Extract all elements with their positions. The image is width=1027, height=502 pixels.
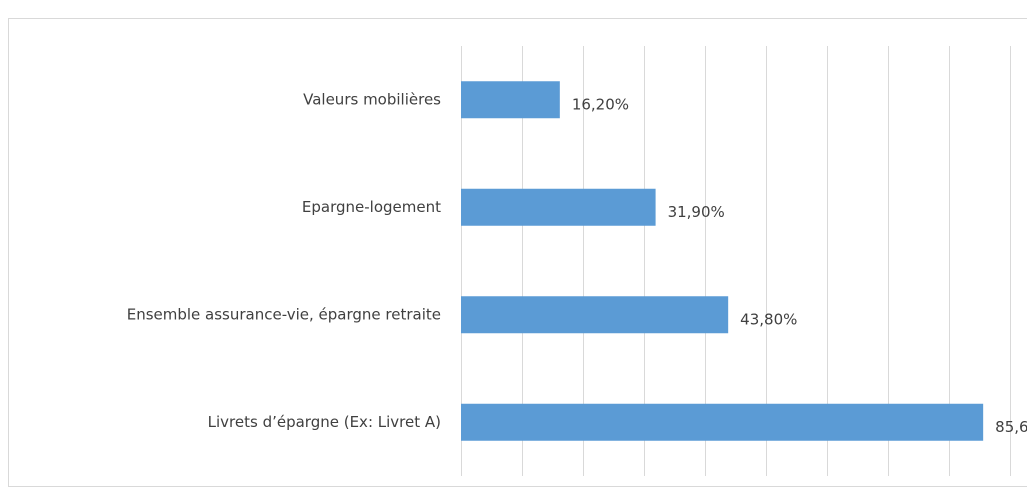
- y-tick-label: Ensemble assurance-vie, épargne retraite: [127, 305, 441, 323]
- value-label: 85,60%: [995, 418, 1027, 436]
- y-tick-label: Epargne-logement: [302, 198, 441, 216]
- bar: [461, 404, 983, 441]
- value-label: 16,20%: [572, 95, 629, 113]
- y-tick-label: Livrets d’épargne (Ex: Livret A): [208, 413, 441, 431]
- bar: [461, 81, 560, 118]
- value-label: 43,80%: [740, 310, 797, 328]
- value-label: 31,90%: [668, 203, 725, 221]
- bar: [461, 189, 656, 226]
- bar: [461, 296, 728, 333]
- y-tick-label: Valeurs mobilières: [303, 90, 441, 108]
